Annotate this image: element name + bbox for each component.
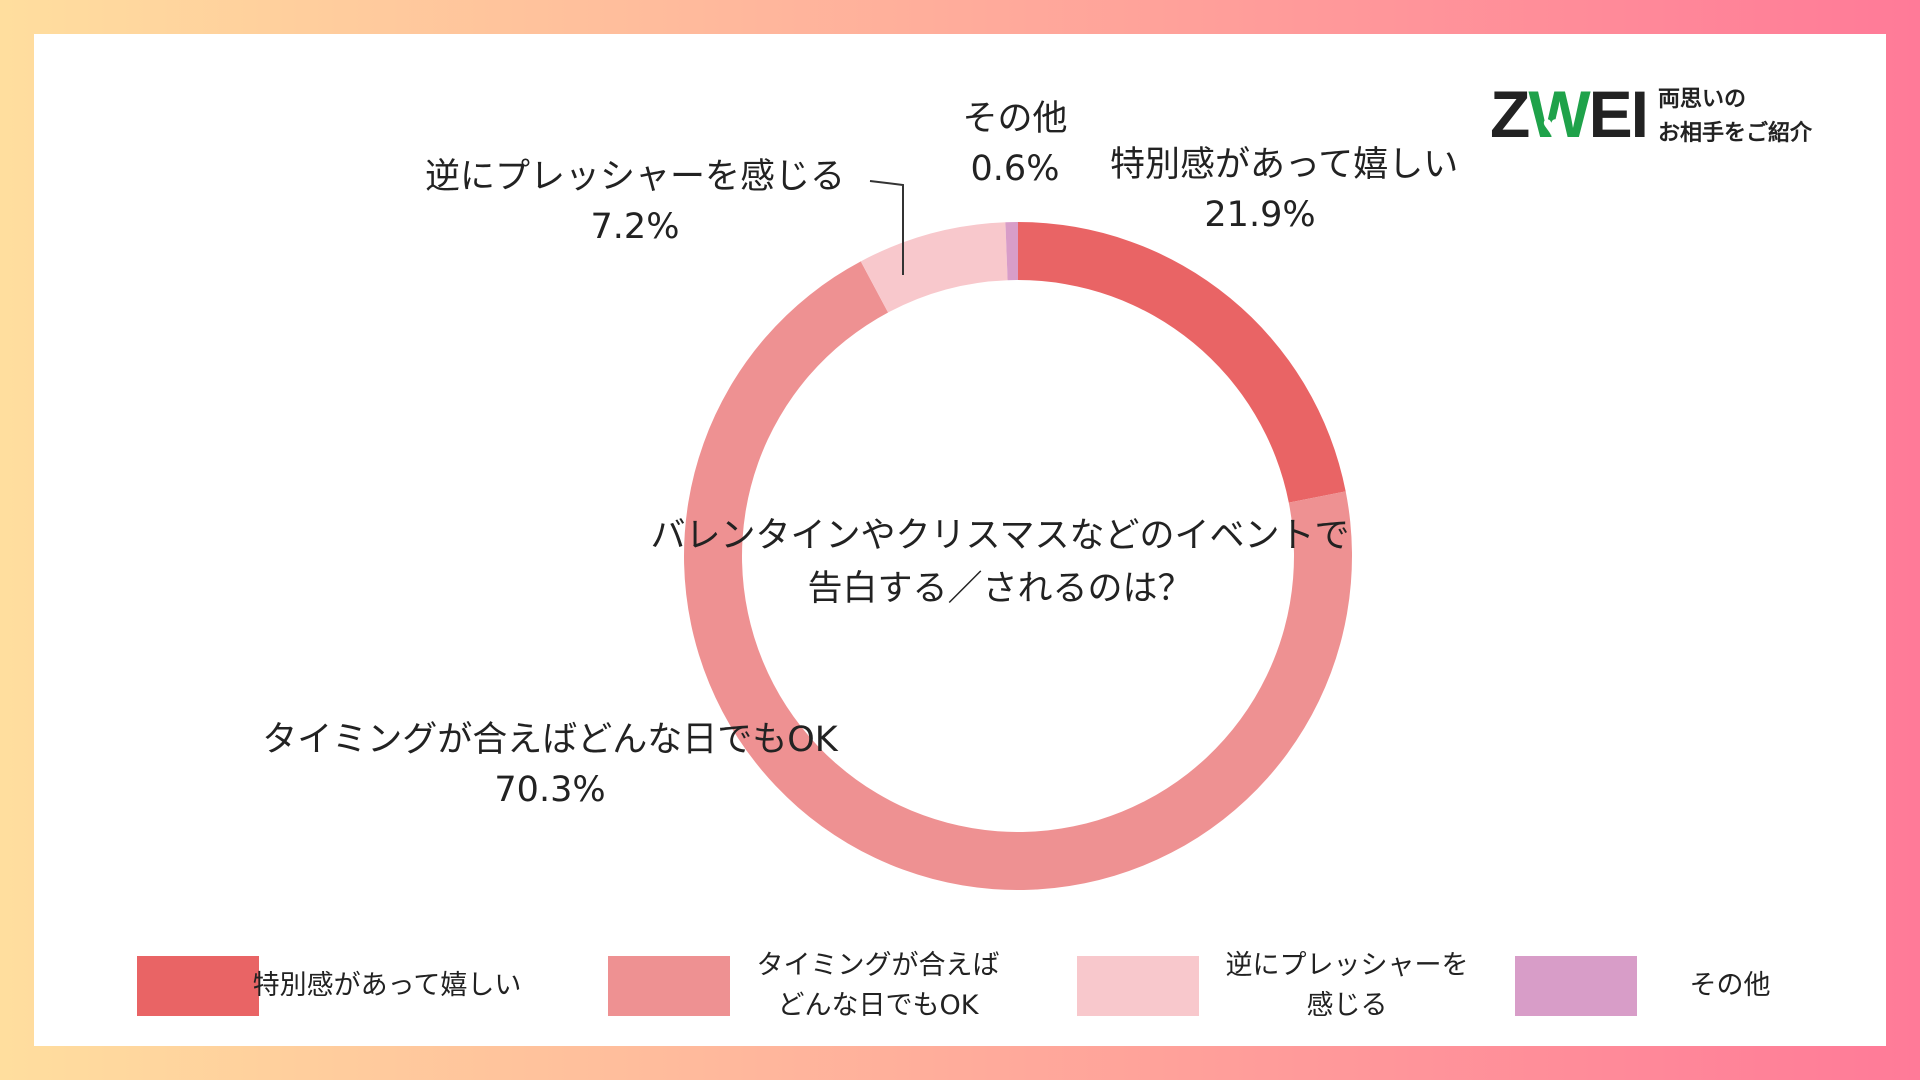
legend-text-line2: どんな日でもOK [777,990,979,1021]
legend-text: 特別感があって嬉しい [247,946,527,1026]
legend-text-line2: 感じる [1306,990,1388,1021]
legend-text-line1: 逆にプレッシャーを [1225,950,1469,981]
legend-text-line1: その他 [1689,970,1771,1001]
center-title-line1: バレンタインやクリスマスなどのイベントで [650,516,1350,556]
logo-tagline: 両思いの お相手をご紹介 [1658,82,1812,150]
logo-tagline-line1: 両思いの [1658,86,1747,112]
leader-line-pressure [869,180,904,275]
logo-tagline-line2: お相手をご紹介 [1658,120,1813,146]
donut-slice-other [1005,222,1018,281]
legend-text: 逆にプレッシャーを 感じる [1207,946,1487,1026]
slice-label-anyday-name: タイミングが合えばどんな日でもOK [262,720,838,760]
legend-swatch-special [137,956,259,1016]
legend-swatch-pressure [1077,956,1199,1016]
chart-legend: 特別感があって嬉しい タイミングが合えば どんな日でもOK 逆にプレッシャーを … [0,940,1920,1040]
slice-label-other-name: その他 [962,99,1068,139]
heart-icon: ♥ [1542,110,1560,143]
legend-text: タイミングが合えば どんな日でもOK [738,946,1018,1026]
legend-text: その他 [1605,946,1855,1026]
logo-wordmark: ZW ♥ EI [1490,78,1649,150]
center-title-line2: 告白する／されるのは？ [807,569,1193,609]
legend-text-line1: タイミングが合えば [756,950,1000,981]
donut-slice-pressure [860,222,1008,313]
legend-swatch-other [1515,956,1637,1016]
slice-label-anyday: タイミングが合えばどんな日でもOK 70.3% [230,715,870,815]
slice-label-other-value: 0.6% [970,149,1060,189]
slice-label-other: その他 0.6% [900,94,1130,194]
slice-label-pressure: 逆にプレッシャーを感じる 7.2% [385,152,885,252]
donut-slice-special [1018,222,1346,503]
slice-label-special-name: 特別感があって嬉しい [1110,145,1459,185]
legend-swatch-anyday [608,956,730,1016]
slice-label-pressure-name: 逆にプレッシャーを感じる [424,157,845,197]
slice-label-pressure-value: 7.2% [590,207,680,247]
slice-label-special-value: 21.9% [1204,195,1316,235]
slice-label-special: 特別感があって嬉しい 21.9% [1110,140,1459,240]
legend-text-line1: 特別感があって嬉しい [252,970,522,1001]
slice-label-anyday-value: 70.3% [494,770,606,810]
chart-center-title: バレンタインやクリスマスなどのイベントで 告白する／されるのは？ [560,510,1440,616]
zwei-logo: ZW ♥ EI 両思いの お相手をご紹介 [1490,78,1870,158]
